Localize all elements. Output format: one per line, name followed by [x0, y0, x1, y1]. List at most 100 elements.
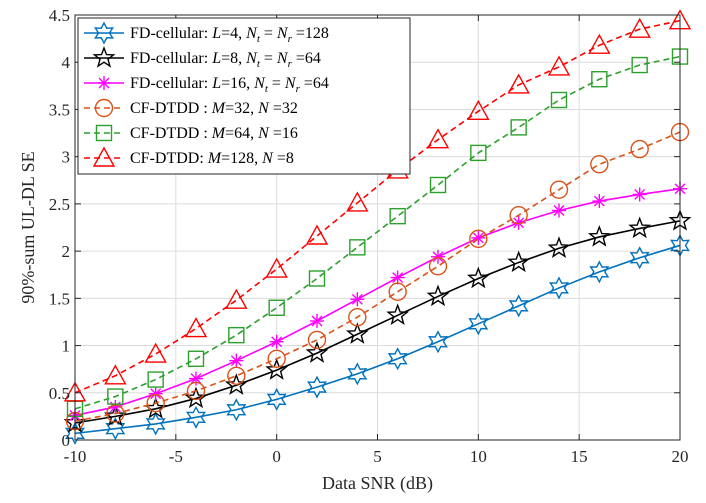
data-point-marker — [386, 303, 410, 326]
legend-entry: CF-DTDD: M=128, N =8 — [84, 146, 294, 167]
data-point-marker — [466, 266, 490, 289]
data-point-marker — [227, 366, 246, 385]
data-point-marker — [549, 276, 569, 300]
legend-entry: CF-DTDD : M=64, N =16 — [84, 124, 298, 142]
data-point-marker — [147, 371, 164, 388]
data-point-marker — [426, 284, 450, 307]
data-point-marker — [628, 17, 651, 38]
data-point-marker — [590, 155, 609, 174]
data-point-marker — [348, 308, 367, 327]
data-point-marker — [591, 71, 608, 88]
data-point-marker — [630, 139, 649, 159]
legend-entry: FD-cellular: L=8, Nt = Nr =64 — [84, 46, 321, 70]
series-1 — [65, 233, 690, 445]
data-point-marker — [106, 404, 125, 423]
data-point-marker — [469, 229, 488, 249]
data-point-marker — [307, 375, 327, 399]
data-point-marker — [388, 282, 407, 301]
series-line — [74, 244, 681, 435]
data-point-marker — [105, 417, 126, 441]
data-point-marker — [629, 246, 650, 270]
x-tick-label: 20 — [672, 447, 689, 466]
x-tick-label: 0 — [272, 447, 281, 466]
data-point-marker — [510, 119, 527, 136]
legend-marker — [97, 76, 111, 90]
data-point-marker — [507, 73, 530, 94]
data-point-marker — [266, 387, 287, 411]
x-tick-label: -5 — [169, 447, 183, 466]
y-tick-label: 4 — [62, 53, 71, 72]
data-point-marker — [467, 99, 490, 121]
series-line — [74, 19, 681, 394]
data-point-marker — [390, 270, 405, 285]
data-point-marker — [470, 144, 487, 162]
x-axis-label: Data SNR (dB) — [322, 473, 433, 494]
x-tick-label: 10 — [470, 447, 487, 466]
data-point-marker — [307, 330, 327, 350]
legend-marker — [92, 46, 116, 68]
data-point-marker — [387, 347, 408, 371]
data-point-marker — [187, 350, 205, 367]
data-point-marker — [65, 421, 85, 445]
data-point-marker — [547, 236, 571, 258]
data-point-marker — [267, 349, 286, 368]
series-line — [74, 187, 681, 417]
legend-label: CF-DTDD : M=64, N =16 — [130, 125, 298, 142]
y-tick-label: 2.5 — [49, 195, 70, 214]
y-tick-label: 3 — [62, 148, 71, 167]
data-point-marker — [468, 312, 489, 336]
data-point-marker — [346, 191, 369, 212]
data-point-marker — [507, 250, 531, 273]
legend-marker — [95, 124, 113, 142]
data-point-marker — [265, 358, 289, 380]
data-point-marker — [349, 239, 366, 256]
data-point-marker — [345, 322, 369, 344]
y-tick-label: 3.5 — [49, 100, 70, 119]
data-point-marker — [308, 270, 326, 287]
data-point-marker — [305, 341, 329, 363]
data-point-marker — [632, 187, 647, 202]
data-point-marker — [186, 381, 206, 401]
data-point-marker — [429, 176, 447, 194]
data-point-marker — [225, 288, 248, 309]
data-point-marker — [550, 91, 568, 109]
data-point-marker — [224, 373, 248, 395]
series-6 — [63, 9, 692, 402]
data-point-marker — [229, 353, 244, 368]
legend: FD-cellular: L=4, Nt = Nr =128 FD-cellula… — [77, 17, 411, 175]
data-point-marker — [428, 330, 448, 354]
data-point-marker — [589, 260, 610, 284]
y-tick-label: 1.5 — [49, 289, 70, 308]
data-point-marker — [509, 206, 528, 225]
data-point-marker — [628, 216, 652, 239]
y-tick-label: 2 — [62, 242, 71, 261]
legend-marker — [92, 146, 116, 167]
legend-entry: FD-cellular: L=16, Nt = Nr =64 — [84, 75, 329, 95]
data-point-marker — [189, 371, 203, 386]
legend-label: CF-DTDD: M=128, N =8 — [130, 150, 294, 167]
data-point-marker — [587, 224, 611, 247]
x-tick-label: -10 — [64, 447, 87, 466]
data-point-marker — [508, 294, 529, 318]
legend-entry: FD-cellular: L=4, Nt = Nr =128 — [84, 21, 329, 45]
legend-entry: CF-DTDD : M=32, N =32 — [84, 98, 298, 118]
data-point-marker — [269, 334, 284, 349]
data-point-marker — [305, 224, 329, 245]
data-point-marker — [588, 33, 611, 54]
data-point-marker — [631, 56, 648, 74]
series-layer — [63, 9, 692, 445]
data-point-marker — [145, 412, 166, 436]
x-tick-label: 5 — [373, 447, 382, 466]
data-point-marker — [347, 362, 368, 386]
x-tick-label: 15 — [571, 447, 588, 466]
series-line — [74, 220, 681, 424]
data-point-marker — [104, 364, 127, 385]
y-tick-label: 0.5 — [49, 384, 70, 403]
data-point-marker — [592, 194, 607, 209]
data-point-marker — [547, 55, 571, 76]
axis-ticks: -10 -5 0 5 10 15 20 0 0.5 1 1.5 2 2.5 3 3.5 4 4.5 — [49, 6, 689, 466]
y-tick-label: 0 — [62, 431, 71, 450]
data-point-marker — [144, 342, 167, 363]
data-point-marker — [186, 405, 206, 429]
